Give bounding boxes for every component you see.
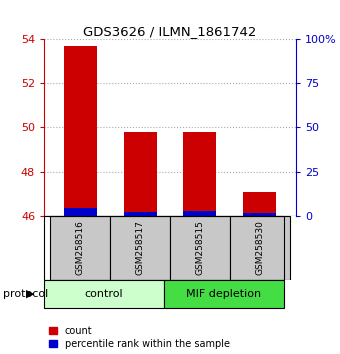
Bar [170, 216, 230, 280]
Text: MIF depletion: MIF depletion [186, 289, 261, 299]
Text: protocol: protocol [3, 289, 49, 299]
Bar [64, 46, 97, 216]
Bar [123, 132, 156, 216]
Legend: count, percentile rank within the sample: count, percentile rank within the sample [49, 326, 230, 349]
Text: GSM258515: GSM258515 [195, 220, 204, 275]
Bar [64, 207, 97, 216]
Bar [110, 216, 170, 280]
Text: ▶: ▶ [26, 289, 34, 299]
Text: GSM258517: GSM258517 [136, 220, 144, 275]
Title: GDS3626 / ILMN_1861742: GDS3626 / ILMN_1861742 [83, 25, 257, 38]
Text: GSM258516: GSM258516 [75, 220, 85, 275]
Bar [50, 216, 110, 280]
Text: GSM258530: GSM258530 [255, 220, 265, 275]
Bar [243, 192, 276, 216]
Bar [230, 216, 290, 280]
Bar [243, 213, 276, 216]
Bar [123, 212, 156, 216]
Bar [164, 280, 284, 308]
Bar [184, 132, 217, 216]
Bar [184, 211, 217, 216]
Text: control: control [85, 289, 123, 299]
Bar [44, 280, 164, 308]
